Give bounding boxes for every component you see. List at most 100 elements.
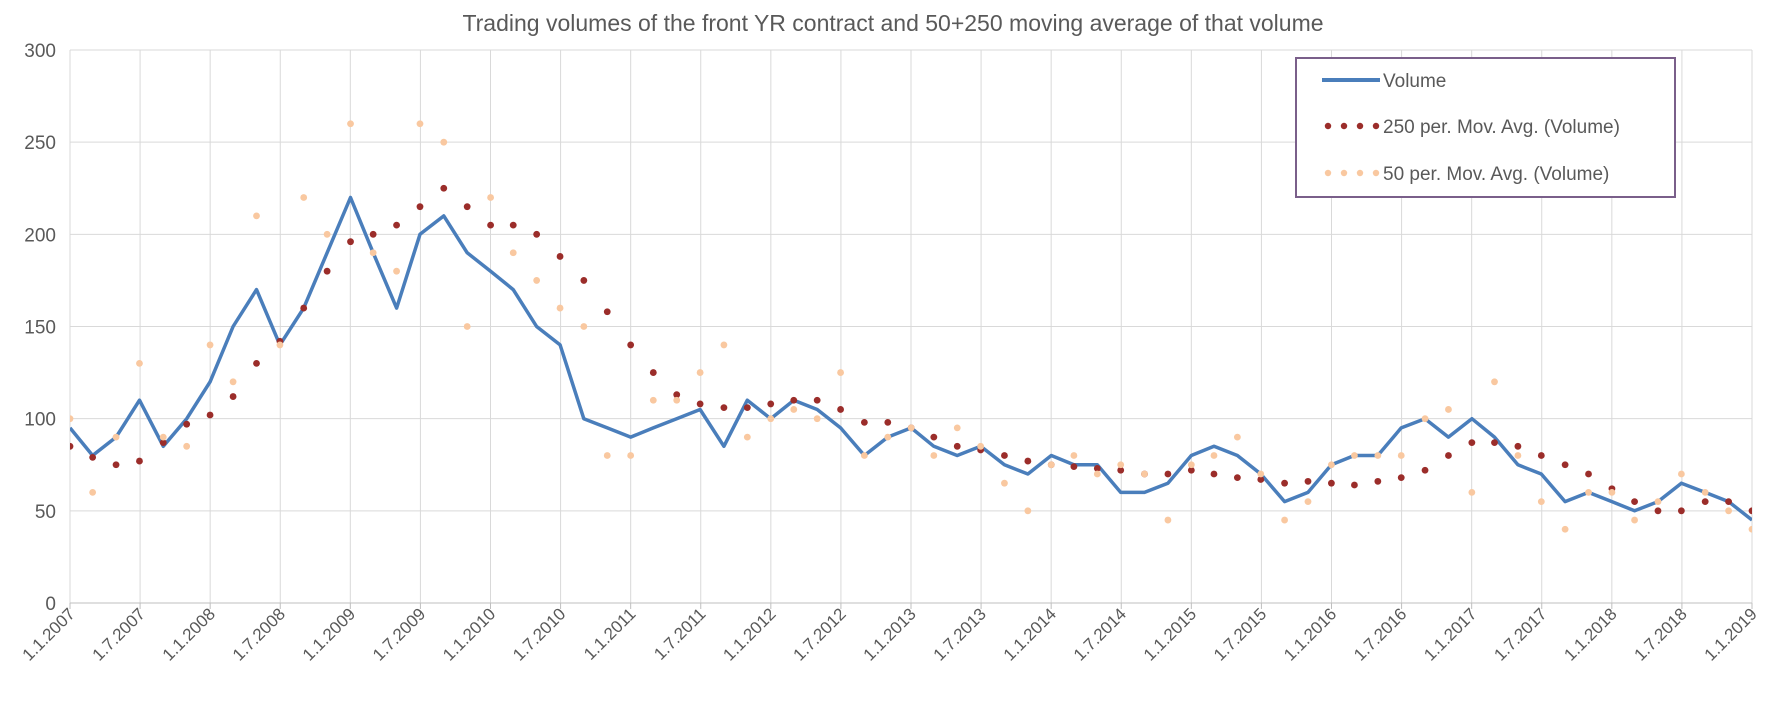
data-point-ma50 <box>1188 461 1195 468</box>
data-point-ma50 <box>277 342 284 349</box>
x-tick-label: 1.1.2009 <box>299 604 359 664</box>
y-tick-label: 250 <box>24 133 56 154</box>
data-point-ma250 <box>1631 498 1638 505</box>
data-point-ma250 <box>324 268 331 275</box>
data-point-ma250 <box>557 253 564 260</box>
data-point-ma250 <box>1678 507 1685 514</box>
data-point-ma50 <box>1165 517 1172 524</box>
data-point-ma50 <box>1234 434 1241 441</box>
data-point-ma50 <box>1094 471 1101 478</box>
y-tick-label: 150 <box>24 318 56 339</box>
data-point-ma250 <box>300 305 307 312</box>
data-point-ma250 <box>1165 471 1172 478</box>
data-point-ma50 <box>1398 452 1405 459</box>
data-point-ma250 <box>67 443 74 450</box>
data-point-ma50 <box>417 120 424 127</box>
x-tick-label: 1.7.2011 <box>650 604 709 663</box>
data-point-ma50 <box>370 249 377 256</box>
data-point-ma50 <box>440 139 447 146</box>
data-point-ma50 <box>604 452 611 459</box>
data-point-ma250 <box>697 401 704 408</box>
data-point-ma50 <box>977 443 984 450</box>
x-tick-label: 1.1.2008 <box>159 604 219 664</box>
legend-label-ma250: 250 per. Mov. Avg. (Volume) <box>1383 117 1620 138</box>
data-point-ma250 <box>533 231 540 238</box>
data-point-ma50 <box>744 434 751 441</box>
x-tick-label: 1.1.2012 <box>719 604 779 664</box>
data-point-ma50 <box>487 194 494 201</box>
data-point-ma250 <box>464 203 471 210</box>
data-point-ma250 <box>744 404 751 411</box>
data-point-ma250 <box>1305 478 1312 485</box>
data-point-ma250 <box>1445 452 1452 459</box>
data-point-ma250 <box>884 419 891 426</box>
x-tick-label: 1.7.2015 <box>1210 604 1270 664</box>
data-point-ma250 <box>604 308 611 315</box>
data-point-ma50 <box>1491 378 1498 385</box>
data-point-ma50 <box>393 268 400 275</box>
x-tick-label: 1.7.2013 <box>930 604 990 664</box>
data-point-ma50 <box>1211 452 1218 459</box>
data-point-ma50 <box>1631 517 1638 524</box>
data-point-ma250 <box>230 393 237 400</box>
data-point-ma250 <box>1281 480 1288 487</box>
data-point-ma250 <box>1211 471 1218 478</box>
data-point-ma250 <box>207 412 214 419</box>
data-point-ma50 <box>1024 507 1031 514</box>
data-point-ma50 <box>1071 452 1078 459</box>
data-point-ma50 <box>1048 461 1055 468</box>
data-point-ma50 <box>1281 517 1288 524</box>
data-point-ma250 <box>580 277 587 284</box>
data-point-ma50 <box>954 424 961 431</box>
data-point-ma50 <box>89 489 96 496</box>
data-point-ma250 <box>440 185 447 192</box>
data-point-ma50 <box>533 277 540 284</box>
y-tick-label: 50 <box>35 502 56 523</box>
data-point-ma50 <box>790 406 797 413</box>
data-point-ma50 <box>861 452 868 459</box>
x-tick-label: 1.1.2010 <box>439 604 499 664</box>
data-point-ma50 <box>580 323 587 330</box>
data-point-ma50 <box>673 397 680 404</box>
x-tick-label: 1.7.2009 <box>369 604 429 664</box>
legend-label-volume: Volume <box>1383 71 1446 92</box>
data-point-ma250 <box>861 419 868 426</box>
data-point-ma250 <box>837 406 844 413</box>
data-point-ma50 <box>557 305 564 312</box>
data-point-ma50 <box>1609 489 1616 496</box>
data-point-ma50 <box>510 249 517 256</box>
data-point-ma250 <box>1351 482 1358 489</box>
data-point-ma50 <box>160 434 167 441</box>
x-tick-label: 1.1.2017 <box>1420 604 1480 664</box>
data-point-ma50 <box>207 342 214 349</box>
data-point-ma250 <box>1562 461 1569 468</box>
data-point-ma50 <box>721 342 728 349</box>
data-point-ma50 <box>884 434 891 441</box>
data-point-ma50 <box>1305 498 1312 505</box>
data-point-ma250 <box>1024 458 1031 465</box>
data-point-ma250 <box>1491 439 1498 446</box>
x-tick-label: 1.7.2016 <box>1350 604 1410 664</box>
data-point-ma250 <box>1538 452 1545 459</box>
data-point-ma250 <box>487 222 494 229</box>
data-point-ma50 <box>300 194 307 201</box>
data-point-ma50 <box>230 378 237 385</box>
x-tick-label: 1.7.2018 <box>1631 604 1691 664</box>
data-point-ma250 <box>1328 480 1335 487</box>
legend-label-ma50: 50 per. Mov. Avg. (Volume) <box>1383 164 1609 185</box>
data-point-ma250 <box>89 454 96 461</box>
y-tick-label: 0 <box>45 594 56 615</box>
data-point-ma50 <box>1001 480 1008 487</box>
x-tick-label: 1.7.2007 <box>89 604 149 664</box>
x-tick-label: 1.1.2014 <box>1000 604 1060 664</box>
data-point-ma250 <box>136 458 143 465</box>
chart-title: Trading volumes of the front YR contract… <box>462 10 1323 36</box>
data-point-ma250 <box>1585 471 1592 478</box>
data-point-ma50 <box>930 452 937 459</box>
data-point-ma250 <box>1515 443 1522 450</box>
data-point-ma250 <box>721 404 728 411</box>
data-point-ma250 <box>1398 474 1405 481</box>
data-point-ma250 <box>627 342 634 349</box>
data-point-ma250 <box>1234 474 1241 481</box>
x-tick-label: 1.1.2011 <box>580 604 639 663</box>
